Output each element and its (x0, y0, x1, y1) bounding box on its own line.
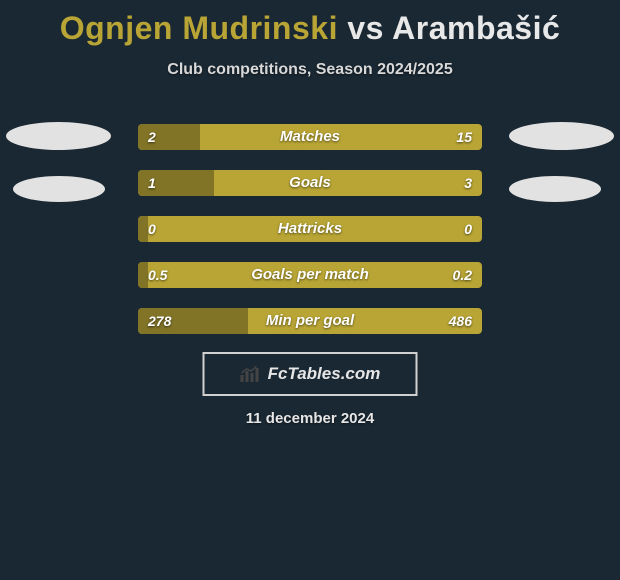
bar-value-right: 486 (449, 308, 472, 334)
bar-label: Matches (138, 124, 482, 150)
subtitle: Club competitions, Season 2024/2025 (0, 61, 620, 79)
player2-avatar-column (509, 122, 614, 228)
bar-value-right: 3 (464, 170, 472, 196)
bar-row: 2Matches15 (138, 124, 482, 150)
bar-row: 0.5Goals per match0.2 (138, 262, 482, 288)
vs-label: vs (347, 10, 384, 46)
bar-label: Min per goal (138, 308, 482, 334)
player1-club-placeholder (13, 176, 105, 202)
date-label: 11 december 2024 (0, 410, 620, 427)
player2-club-placeholder (509, 176, 601, 202)
brand-label: FcTables.com (268, 364, 381, 384)
brand-box: FcTables.com (203, 352, 418, 396)
player2-avatar-placeholder (509, 122, 614, 150)
chart-icon (240, 365, 262, 383)
player1-avatar-placeholder (6, 122, 111, 150)
bar-value-right: 15 (456, 124, 472, 150)
bar-row: 0Hattricks0 (138, 216, 482, 242)
player1-avatar-column (6, 122, 111, 228)
player1-name: Ognjen Mudrinski (60, 10, 338, 46)
bar-label: Hattricks (138, 216, 482, 242)
bar-row: 1Goals3 (138, 170, 482, 196)
bar-label: Goals per match (138, 262, 482, 288)
comparison-bars: 2Matches15 1Goals3 0Hattricks0 0.5Goals per… (138, 124, 482, 354)
bar-value-right: 0 (464, 216, 472, 242)
player2-name: Arambašić (392, 10, 560, 46)
comparison-title: Ognjen Mudrinski vs Arambašić (0, 0, 620, 47)
bar-label: Goals (138, 170, 482, 196)
bar-value-right: 0.2 (453, 262, 472, 288)
bar-row: 278Min per goal486 (138, 308, 482, 334)
